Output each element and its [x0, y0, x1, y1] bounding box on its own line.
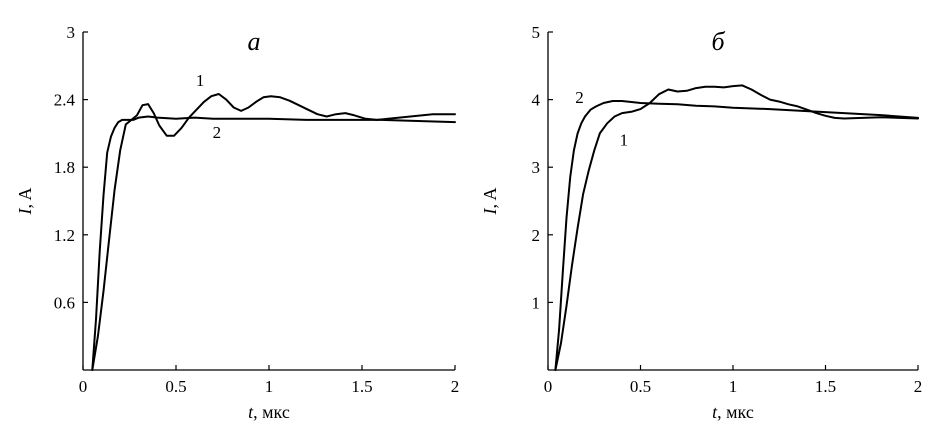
y-axis-symbol: I — [480, 208, 500, 216]
x-tick-label: 1.5 — [815, 377, 836, 396]
x-tick-label: 1 — [265, 377, 274, 396]
y-axis-unit: , A — [15, 187, 35, 208]
y-tick-label: 4 — [532, 91, 541, 110]
x-tick-label: 0 — [79, 377, 88, 396]
x-tick-label: 1.5 — [351, 377, 372, 396]
series-2-label: 2 — [575, 88, 584, 107]
y-axis-label: I, A — [15, 187, 35, 215]
series-2-line — [554, 100, 919, 371]
x-axis-label: t, мкс — [712, 402, 754, 422]
x-axis-unit: , мкс — [253, 402, 290, 422]
x-axis-symbol: t — [248, 402, 254, 422]
y-tick-label: 2 — [532, 226, 541, 245]
y-tick-label: 5 — [532, 23, 541, 42]
x-tick-label: 0 — [544, 377, 553, 396]
panel-a: 0 0.5 1 1.5 2 0.6 1.2 1.8 2.4 3 t, мкс I, A а 1 2 — [15, 23, 459, 422]
x-axis-symbol: t — [712, 402, 718, 422]
y-tick-label: 3 — [532, 158, 541, 177]
y-tick-label: 3 — [67, 23, 76, 42]
y-axis-unit: , A — [480, 187, 500, 208]
series-1-line — [91, 93, 456, 371]
x-tick-label: 0.5 — [630, 377, 651, 396]
y-tick-label: 0.6 — [54, 293, 75, 312]
y-axis-label: I, A — [480, 187, 500, 215]
y-axis-symbol: I — [15, 208, 35, 216]
y-tick-label: 1.8 — [54, 158, 75, 177]
series-2-line — [91, 115, 456, 371]
y-tick-label: 2.4 — [54, 91, 76, 110]
panel-title: б — [711, 27, 725, 56]
y-tick-label: 1.2 — [54, 226, 75, 245]
x-tick-label: 0.5 — [165, 377, 186, 396]
series-1-line — [554, 84, 919, 371]
x-axis-unit: , мкс — [717, 402, 754, 422]
series-1-label: 1 — [196, 71, 205, 90]
x-tick-label: 2 — [451, 377, 460, 396]
panel-b: 0 0.5 1 1.5 2 1 2 3 4 5 t, мкс I, A б 1 2 — [480, 23, 922, 422]
y-tick-label: 1 — [532, 293, 541, 312]
series-2-label: 2 — [213, 123, 222, 142]
panel-title: а — [248, 27, 261, 56]
x-tick-label: 1 — [729, 377, 738, 396]
x-axis-label: t, мкс — [248, 402, 290, 422]
series-1-label: 1 — [620, 131, 629, 150]
x-tick-label: 2 — [914, 377, 923, 396]
